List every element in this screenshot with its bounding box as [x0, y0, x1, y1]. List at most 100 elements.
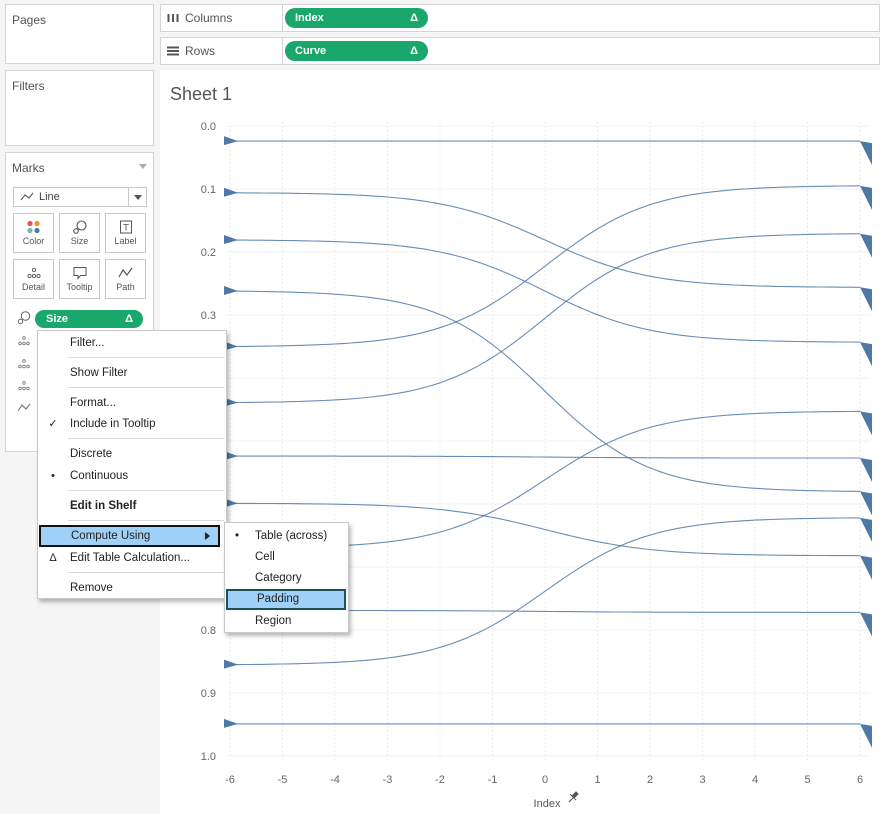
svg-text:T: T	[122, 224, 129, 234]
columns-shelf[interactable]: Columns Index Δ	[160, 4, 880, 32]
start-marker	[224, 187, 238, 197]
curve-pill[interactable]: Curve Δ	[285, 41, 428, 61]
shelf-divider	[282, 5, 283, 31]
menu-item-continuous[interactable]: • Continuous	[38, 465, 226, 487]
submenu-item-padding[interactable]: Padding	[226, 589, 346, 610]
mark-type-dropdown[interactable]: Line	[13, 187, 147, 207]
x-tick-label: 0	[542, 774, 548, 786]
submenu-item-label: Padding	[257, 593, 300, 605]
menu-item-edit-in-shelf[interactable]: Edit in Shelf	[38, 495, 226, 517]
rows-shelf[interactable]: Rows Curve Δ	[160, 37, 880, 65]
size-field-icon	[17, 311, 31, 325]
start-marker	[224, 451, 238, 461]
delta-icon: Δ	[410, 12, 418, 24]
menu-item-filter[interactable]: Filter...	[38, 332, 226, 354]
menu-separator	[68, 438, 224, 439]
index-pill[interactable]: Index Δ	[285, 8, 428, 28]
menu-item-label: Continuous	[70, 470, 129, 482]
tooltip-button[interactable]: Tooltip	[59, 259, 100, 299]
detail-field-icon	[18, 381, 30, 391]
submenu-item-table-across[interactable]: • Table (across)	[225, 526, 348, 547]
end-marker	[860, 185, 872, 210]
y-tick-label: 0.2	[201, 247, 216, 259]
submenu-item-cell[interactable]: Cell	[225, 547, 348, 568]
sankey-chart[interactable]: 0.00.10.20.30.40.50.60.70.80.91.0-6-5-4-…	[160, 70, 880, 814]
start-marker	[224, 659, 238, 669]
menu-separator	[68, 387, 224, 388]
filters-title: Filters	[12, 79, 45, 93]
menu-item-label: Format...	[70, 397, 117, 409]
y-tick-label: 0.3	[201, 310, 216, 322]
menu-item-compute-using[interactable]: Compute Using	[39, 525, 220, 547]
x-tick-label: -6	[225, 774, 235, 786]
menu-item-label: Discrete	[70, 448, 113, 460]
menu-item-format[interactable]: Format...	[38, 392, 226, 414]
sheet-title[interactable]: Sheet 1	[170, 84, 233, 104]
size-button-label: Size	[70, 236, 89, 246]
detail-button-label: Detail	[21, 282, 45, 292]
submenu-item-category[interactable]: Category	[225, 568, 348, 589]
shelf-divider	[282, 38, 283, 64]
submenu-item-label: Region	[255, 615, 292, 627]
chevron-down-icon[interactable]	[128, 188, 146, 206]
path-icon	[117, 267, 132, 278]
x-tick-label: -2	[435, 774, 445, 786]
menu-item-edit-table-calculation[interactable]: Δ Edit Table Calculation...	[38, 547, 226, 569]
menu-item-label: Edit in Shelf	[70, 500, 137, 512]
series-line	[230, 502, 861, 557]
menu-item-show-filter[interactable]: Show Filter	[38, 362, 226, 384]
pages-title: Pages	[12, 13, 47, 27]
delta-icon: Δ	[410, 45, 418, 57]
y-tick-label: 0.8	[201, 625, 216, 637]
series-line	[230, 455, 860, 459]
size-pill[interactable]: Size Δ	[35, 310, 143, 328]
detail-button[interactable]: Detail	[13, 259, 54, 299]
menu-separator	[68, 572, 224, 573]
start-marker	[224, 235, 238, 245]
x-tick-label: 2	[647, 774, 653, 786]
submenu-item-region[interactable]: Region	[225, 611, 348, 632]
color-button[interactable]: Color	[13, 213, 54, 253]
line-mark-icon	[20, 192, 34, 201]
menu-item-remove[interactable]: Remove	[38, 577, 226, 599]
series-line	[229, 233, 861, 404]
y-tick-label: 0.9	[201, 688, 216, 700]
end-marker	[860, 555, 872, 580]
pill-context-menu: Filter... Show Filter Format... ✓ Include…	[37, 330, 227, 599]
pages-card[interactable]: Pages	[5, 4, 154, 64]
mark-type-label: Line	[39, 191, 60, 203]
series-line	[230, 192, 860, 288]
tooltip-button-label: Tooltip	[66, 282, 93, 292]
start-marker	[224, 718, 238, 728]
end-marker	[860, 411, 872, 436]
end-marker	[860, 287, 872, 312]
bullet-icon: •	[234, 530, 240, 542]
compute-using-submenu: • Table (across) Cell Category Padding Re…	[224, 522, 349, 633]
start-marker	[224, 136, 238, 146]
menu-item-label: Compute Using	[71, 530, 151, 542]
menu-item-discrete[interactable]: Discrete	[38, 443, 226, 465]
filters-card[interactable]: Filters	[5, 70, 154, 146]
menu-item-label: Show Filter	[70, 367, 128, 379]
marks-menu-arrow-icon[interactable]	[139, 164, 147, 169]
submenu-item-label: Table (across)	[255, 530, 328, 542]
end-marker	[860, 233, 872, 258]
path-button[interactable]: Path	[105, 259, 146, 299]
size-button[interactable]: Size	[59, 213, 100, 253]
delta-icon: Δ	[49, 552, 57, 564]
menu-item-label: Edit Table Calculation...	[70, 552, 190, 564]
x-tick-label: -1	[488, 774, 498, 786]
pin-icon	[568, 791, 579, 803]
detail-field-icon	[18, 359, 30, 369]
check-icon: ✓	[48, 418, 58, 430]
label-icon: T	[119, 220, 132, 234]
start-marker	[224, 397, 238, 407]
start-marker	[224, 286, 238, 296]
columns-icon	[167, 14, 179, 22]
label-button[interactable]: T Label	[105, 213, 146, 253]
series-line	[230, 290, 861, 492]
path-button-label: Path	[116, 282, 135, 292]
menu-item-label: Include in Tooltip	[70, 418, 156, 430]
menu-item-include-in-tooltip[interactable]: ✓ Include in Tooltip	[38, 413, 226, 435]
end-marker	[860, 342, 872, 367]
